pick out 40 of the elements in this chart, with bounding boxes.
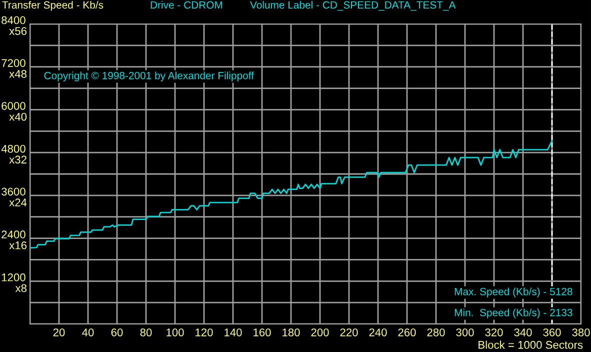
text: Drive - CDROM	[150, 1, 222, 9]
x-tick-label: 220	[340, 328, 358, 336]
x-tick-label: 120	[196, 328, 213, 336]
text: x40	[9, 112, 27, 121]
annotation: Max. Speed (Kb/s) - 5128	[454, 288, 572, 298]
x-tick-label: 60	[111, 328, 123, 336]
x-tick-label: 240	[369, 328, 387, 336]
text: x32	[9, 156, 26, 164]
y-tick-label: 3600	[2, 188, 26, 196]
x-axis-title: Block = 1000 Sectors	[478, 340, 583, 349]
text: x24	[9, 198, 27, 206]
y-tick-label: 4800	[1, 144, 26, 153]
x-tick-label: 40	[82, 328, 94, 336]
y-tick-label: 8400	[2, 16, 26, 24]
x-tick-label: 100	[166, 328, 184, 336]
x-tick-label: 180	[282, 328, 300, 336]
x-tick-label: 320	[485, 328, 503, 336]
y-tick-label: 6000	[2, 102, 26, 110]
x-tick-label: 260	[398, 328, 416, 336]
text: x8	[15, 284, 27, 292]
x-tick-label: 340	[514, 328, 532, 336]
y-tick-label: 1200	[2, 273, 26, 282]
text: x16	[9, 241, 27, 250]
x-tick-label: 360	[543, 328, 561, 336]
x-tick-label: 140	[224, 328, 242, 336]
annotation: Copyright © 1998-2001 by Alexander Filippoff	[44, 72, 254, 82]
x-tick-label: 20	[53, 328, 65, 336]
x-tick-label: 200	[311, 328, 329, 336]
x-tick-label: 80	[140, 328, 152, 336]
x-tick-label: 280	[427, 328, 445, 336]
y-tick-label: 7200	[2, 59, 26, 67]
y-axis-title: Transfer Speed - Kb/s	[2, 1, 104, 11]
text: Volume Label - CD_SPEED_DATA_TEST_A	[250, 1, 456, 11]
x-tick-label: 160	[254, 328, 271, 336]
x-tick-label: 380	[572, 328, 590, 336]
text: x48	[9, 70, 27, 78]
x-tick-label: 300	[456, 328, 474, 336]
annotation: Min. Speed (Kb/s) - 2133	[454, 308, 572, 318]
y-tick-label: 2400	[2, 230, 26, 238]
text: x56	[9, 27, 27, 35]
